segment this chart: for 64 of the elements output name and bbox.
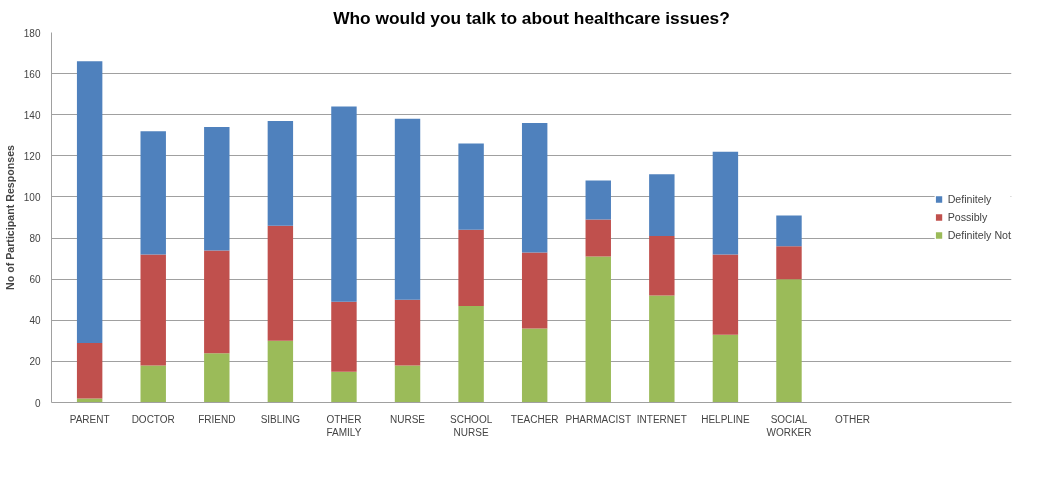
- bar: [140, 254, 166, 366]
- bar: [394, 118, 421, 300]
- y-tick-label: 100: [23, 191, 41, 203]
- bar: [331, 106, 357, 302]
- x-tick-label: DOCTOR: [131, 413, 175, 425]
- bar: [585, 256, 611, 403]
- bar: [140, 365, 166, 403]
- bar: [649, 236, 675, 296]
- bar: [394, 365, 421, 403]
- bar: [649, 174, 675, 236]
- bar: [521, 328, 548, 403]
- bar: [521, 122, 548, 253]
- legend-label: Definitely: [947, 193, 992, 205]
- x-tick-label: INTERNET: [636, 413, 687, 425]
- x-tick-label: SIBLING: [260, 413, 301, 425]
- bar: [458, 305, 484, 403]
- bar: [585, 219, 611, 257]
- bar: [776, 215, 802, 247]
- bar: [649, 295, 675, 403]
- bar: [712, 151, 739, 255]
- x-tick-label: NURSE: [390, 413, 426, 425]
- legend-label: Possibly: [947, 211, 988, 223]
- y-tick-label: 180: [23, 27, 41, 39]
- y-tick-label: 80: [29, 233, 41, 245]
- y-tick-label: 40: [29, 315, 41, 327]
- bar: [331, 371, 357, 403]
- x-tick-label: OTHER FAMILY: [326, 413, 362, 438]
- x-tick-label: TEACHER: [510, 413, 559, 425]
- x-tick-label: PARENT: [69, 413, 110, 425]
- bar: [267, 120, 294, 226]
- bar: [331, 301, 357, 372]
- bar: [76, 342, 103, 399]
- y-tick-label: 60: [29, 274, 41, 286]
- x-tick-label: SCHOOL NURSE: [449, 413, 493, 438]
- y-tick-label: 20: [29, 356, 41, 368]
- x-tick-label: FRIEND: [198, 413, 236, 425]
- bar: [712, 334, 739, 403]
- y-tick-label: 140: [23, 109, 41, 121]
- chart-title: Who would you talk to about healthcare issues?: [333, 7, 730, 28]
- bar: [204, 353, 230, 403]
- bar: [204, 250, 230, 354]
- bar: [712, 254, 739, 335]
- legend-label: Definitely Not: [947, 229, 1011, 241]
- bar: [76, 398, 103, 403]
- bar: [585, 180, 611, 220]
- bar: [267, 340, 294, 403]
- x-tick-label: HELPLINE: [701, 413, 750, 425]
- bar: [76, 61, 103, 343]
- bar: [521, 252, 548, 329]
- bar: [776, 246, 802, 280]
- y-tick-label: 160: [23, 68, 41, 80]
- bar: [394, 299, 421, 366]
- bar: [204, 127, 230, 251]
- x-tick-label: SOCIAL WORKER: [766, 413, 812, 438]
- bar: [140, 131, 166, 255]
- bar: [267, 225, 294, 341]
- x-tick-label: OTHER: [835, 413, 871, 425]
- bar: [458, 229, 484, 306]
- y-axis-title: No of Participant Responses: [3, 144, 16, 291]
- y-tick-label: 120: [23, 150, 41, 162]
- x-tick-label: PHARMACIST: [565, 413, 632, 425]
- y-tick-label: 0: [34, 397, 41, 409]
- bar: [458, 143, 484, 230]
- bar: [776, 279, 802, 403]
